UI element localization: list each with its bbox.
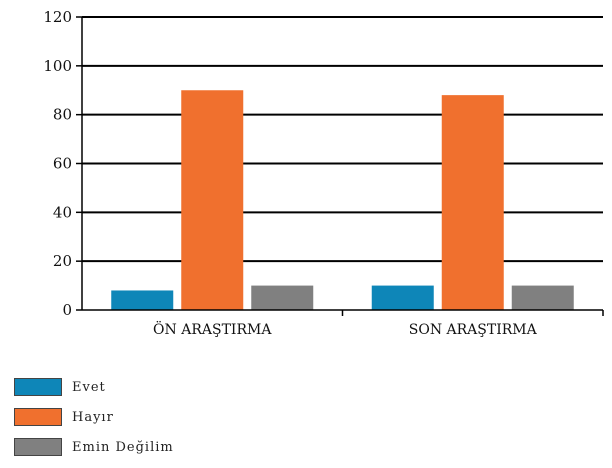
y-axis-tick-labels: 0 20 40 60 80 100 120	[43, 8, 72, 319]
y-tick-label: 100	[43, 57, 72, 75]
x-category-label: SON ARAŞTIRMA	[409, 322, 538, 338]
gridlines	[82, 16, 603, 263]
y-tick-label: 60	[53, 155, 72, 173]
x-category-label: ÖN ARAŞTIRMA	[153, 320, 272, 338]
x-axis-category-labels: ÖN ARAŞTIRMA SON ARAŞTIRMA	[153, 320, 538, 338]
y-tick-label: 40	[53, 203, 72, 221]
y-tick-label: 120	[43, 8, 72, 26]
legend: Evet Hayır Emin Değilim	[14, 378, 174, 468]
legend-label: Hayır	[72, 409, 114, 425]
legend-item-evet: Evet	[14, 378, 174, 396]
bar-evet-0	[111, 290, 174, 310]
y-tick-label: 80	[53, 106, 72, 124]
bar-emin-değilim-0	[251, 285, 314, 310]
bar-chart: 0 20 40 60 80 100 120 ÖN ARAŞTIRMA SON ARAŞTIRM…	[43, 8, 604, 338]
legend-swatch	[14, 438, 62, 456]
legend-item-hayır: Hayır	[14, 408, 174, 426]
bar-emin-değilim-1	[511, 285, 574, 310]
y-tick-label: 20	[53, 252, 72, 270]
bars	[111, 90, 574, 310]
legend-label: Emin Değilim	[72, 439, 174, 455]
bar-hayır-1	[441, 95, 504, 310]
legend-item-emin-değilim: Emin Değilim	[14, 438, 174, 456]
y-tick-label: 0	[62, 301, 72, 319]
legend-label: Evet	[72, 379, 106, 395]
bar-evet-1	[371, 285, 434, 310]
bar-hayır-0	[181, 90, 244, 310]
legend-swatch	[14, 378, 62, 396]
axes	[76, 16, 604, 316]
legend-swatch	[14, 408, 62, 426]
